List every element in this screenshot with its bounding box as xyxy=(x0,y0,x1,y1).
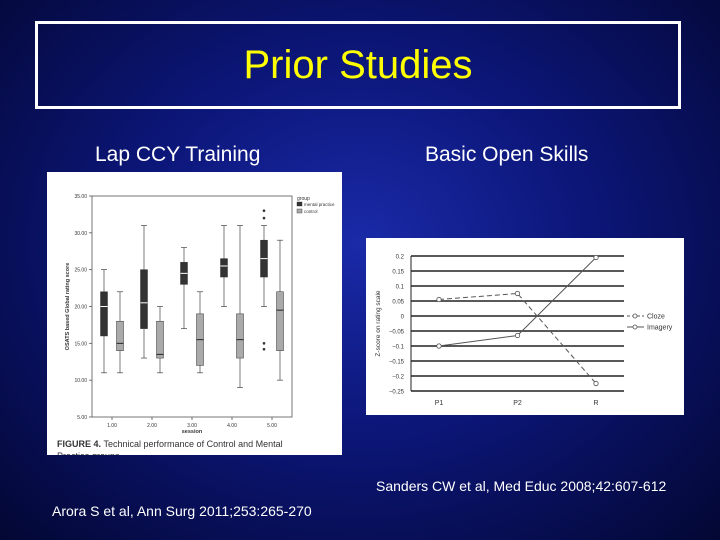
data-point-cloze xyxy=(436,296,442,303)
box-mental-practice xyxy=(140,269,148,329)
caption-label: FIGURE 4. xyxy=(57,439,104,449)
y-axis-label: OSATS based Global rating score xyxy=(65,263,71,351)
legend-swatch xyxy=(296,208,303,214)
x-tick-label: 5.00 xyxy=(267,423,277,429)
slide-title: Prior Studies xyxy=(243,42,473,87)
left-citation: Arora S et al, Ann Surg 2011;253:265-270 xyxy=(52,503,312,519)
data-point-cloze xyxy=(514,290,521,297)
y-tick-label: 30.00 xyxy=(74,231,87,237)
caption-text-line2: Practice groups. xyxy=(57,451,122,455)
x-tick-label: 1.00 xyxy=(107,423,117,429)
legend-marker xyxy=(632,324,638,330)
y-tick-label: −0.2 xyxy=(392,375,405,381)
outlier-point xyxy=(262,347,266,351)
x-tick-label: 2.00 xyxy=(147,423,157,429)
boxplot-figure: 5.00 10.00 15.00 20.00 25.00 30.00 35.00 1.00 2.… xyxy=(47,172,342,461)
box-mental-practice xyxy=(220,258,228,278)
box-control xyxy=(236,313,244,359)
figure-caption: FIGURE 4. Technical performance of Contr… xyxy=(57,439,283,449)
outlier-point xyxy=(262,216,266,220)
box-control xyxy=(116,320,124,351)
left-heading: Lap CCY Training xyxy=(95,143,261,166)
data-point-cloze xyxy=(593,380,599,387)
box-mental-practice xyxy=(100,291,108,337)
y-tick-label: 20.00 xyxy=(74,305,87,311)
y-tick-label: 25.00 xyxy=(74,268,87,274)
y-tick-label: −0.1 xyxy=(392,345,405,351)
x-tick-label: 4.00 xyxy=(227,423,237,429)
y-tick-label: 0.2 xyxy=(396,255,405,261)
box-control xyxy=(156,320,164,359)
x-tick-label: R xyxy=(593,400,598,407)
series-line-cloze xyxy=(438,292,597,384)
y-tick-label: 0.1 xyxy=(396,285,405,291)
legend-marker xyxy=(632,313,638,319)
y-tick-label: 15.00 xyxy=(74,341,87,347)
data-point-imagery xyxy=(514,332,521,339)
y-tick-label: 0.15 xyxy=(392,270,404,276)
outlier-point xyxy=(262,209,266,213)
legend-label: mental practice xyxy=(304,202,335,207)
right-heading: Basic Open Skills xyxy=(425,143,589,166)
title-box: Prior Studies xyxy=(35,21,681,109)
legend-label: Imagery xyxy=(647,325,673,332)
y-axis-label: Z-score on rating scale xyxy=(375,290,382,356)
y-tick-label: 10.00 xyxy=(74,378,87,384)
y-tick-label: 0.05 xyxy=(392,300,404,306)
y-tick-label: −0.25 xyxy=(389,390,405,396)
y-tick-label: −0.15 xyxy=(389,360,405,366)
outlier-point xyxy=(262,342,266,345)
x-tick-label: P2 xyxy=(513,400,522,407)
boxplot-chart: 5.00 10.00 15.00 20.00 25.00 30.00 35.00 1.00 2.… xyxy=(57,194,335,461)
y-tick-label: −0.05 xyxy=(389,330,405,336)
y-tick-label: 35.00 xyxy=(74,194,87,200)
caption-text-line1: Technical performance of Control and Men… xyxy=(104,439,283,449)
x-axis-label: session xyxy=(182,429,203,435)
legend-label: control xyxy=(304,209,318,214)
linechart-figure: 0.2 0.15 0.1 0.05 0 −0.05 −0.1 −0.15 −0.2 −0.25 P1… xyxy=(366,238,684,415)
box-control xyxy=(276,291,284,351)
legend-title: group xyxy=(297,196,310,202)
legend-label: Cloze xyxy=(647,314,665,321)
line-chart: 0.2 0.15 0.1 0.05 0 −0.05 −0.1 −0.15 −0.2 −0.25 P1… xyxy=(375,254,673,408)
x-tick-label: P1 xyxy=(435,400,444,407)
x-tick-label: 3.00 xyxy=(187,423,197,429)
plot-area xyxy=(91,195,293,418)
y-tick-label: 0 xyxy=(401,315,405,321)
data-point-imagery xyxy=(593,254,599,261)
data-point-imagery xyxy=(436,343,442,349)
right-citation: Sanders CW et al, Med Educ 2008;42:607-6… xyxy=(376,478,667,494)
y-tick-label: 5.00 xyxy=(77,415,87,421)
legend-swatch xyxy=(296,201,303,207)
